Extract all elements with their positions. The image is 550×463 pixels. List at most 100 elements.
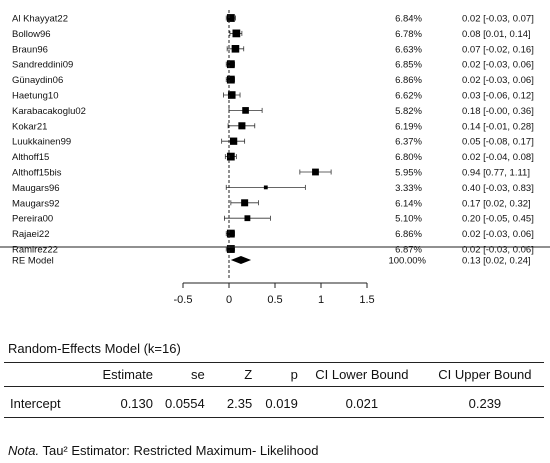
weight-label: 6.87% bbox=[395, 245, 422, 256]
point-estimate bbox=[226, 75, 235, 84]
weight-label: 5.82% bbox=[395, 106, 422, 117]
study-label: Günaydin06 bbox=[12, 75, 63, 86]
point-estimate bbox=[226, 229, 235, 238]
tick-label: 1 bbox=[318, 294, 324, 306]
ci-label: 0.08 [0.01, 0.14] bbox=[462, 29, 531, 40]
point-estimate bbox=[226, 14, 235, 22]
weight-label: 6.78% bbox=[395, 29, 422, 40]
ci-label: 0.07 [-0.02, 0.16] bbox=[462, 44, 534, 55]
weight-label: 6.86% bbox=[395, 229, 422, 240]
weight-label: 6.14% bbox=[395, 198, 422, 209]
study-row: Günaydin06 6.86% 0.02 [-0.03, 0.06] bbox=[12, 75, 534, 86]
header-ci-lower: CI Lower Bound bbox=[297, 362, 426, 387]
point-estimate bbox=[238, 122, 246, 130]
header-z: Z bbox=[204, 362, 253, 387]
study-row: Pereira00 5.10% 0.20 [-0.05, 0.45] bbox=[12, 214, 534, 225]
tick-label: -0.5 bbox=[174, 294, 193, 306]
study-row: Al Khayyat22 6.84% 0.02 [-0.03, 0.07] bbox=[12, 14, 534, 25]
study-label: Braun96 bbox=[12, 44, 48, 55]
tick-label: 0 bbox=[226, 294, 232, 306]
weight-label: 6.86% bbox=[395, 75, 422, 86]
summary-diamond bbox=[230, 256, 252, 264]
study-label: Pereira00 bbox=[12, 214, 53, 225]
point-estimate bbox=[227, 91, 236, 99]
point-estimate bbox=[232, 29, 241, 38]
weight-label: 6.37% bbox=[395, 137, 422, 148]
weight-label: 6.19% bbox=[395, 121, 422, 132]
point-estimate bbox=[244, 215, 251, 222]
point-estimate bbox=[231, 45, 240, 53]
study-label: Maugars96 bbox=[12, 183, 60, 194]
study-row: Ramirez22 6.87% 0.02 [-0.03, 0.06] bbox=[12, 245, 534, 256]
study-row: Rajaei22 6.86% 0.02 [-0.03, 0.06] bbox=[12, 229, 534, 240]
table-row: Intercept 0.130 0.0554 2.35 0.019 0.021 … bbox=[4, 386, 544, 418]
ci-label: 0.02 [-0.04, 0.08] bbox=[462, 152, 534, 163]
study-row: Althoff15 6.80% 0.02 [-0.04, 0.08] bbox=[12, 152, 534, 163]
study-row: Luukkainen99 6.37% 0.05 [-0.08, 0.17] bbox=[12, 137, 534, 148]
tick-label: 0.5 bbox=[267, 294, 282, 306]
note-prefix: Nota. bbox=[8, 443, 40, 458]
point-estimate bbox=[263, 185, 268, 190]
study-label: Karabacakoglu02 bbox=[12, 106, 86, 117]
ci-label: 0.03 [-0.06, 0.12] bbox=[462, 91, 534, 102]
point-estimate bbox=[312, 168, 319, 176]
header-se: se bbox=[153, 362, 205, 387]
study-label: Luukkainen99 bbox=[12, 137, 71, 148]
study-label: Al Khayyat22 bbox=[12, 14, 68, 25]
study-rows: Al Khayyat22 6.84% 0.02 [-0.03, 0.07] Bollo… bbox=[12, 14, 534, 256]
cell-term: Intercept bbox=[4, 386, 84, 418]
weight-label: 5.95% bbox=[395, 168, 422, 179]
weight-label: 6.85% bbox=[395, 60, 422, 71]
summary-row: RE Model 100.00% 0.13 [0.02, 0.24] bbox=[12, 256, 531, 267]
point-estimate bbox=[229, 137, 238, 145]
cell-ci-lower: 0.021 bbox=[297, 386, 426, 418]
tick-label: 1.5 bbox=[359, 294, 374, 306]
cell-se: 0.0554 bbox=[153, 386, 205, 418]
study-label: Althoff15 bbox=[12, 152, 49, 163]
ci-label: 0.05 [-0.08, 0.17] bbox=[462, 137, 534, 148]
ci-label: 0.14 [-0.01, 0.28] bbox=[462, 121, 534, 132]
summary-ci-label: 0.13 [0.02, 0.24] bbox=[462, 256, 531, 267]
study-label: Rajaei22 bbox=[12, 229, 50, 240]
summary-label: RE Model bbox=[12, 256, 54, 267]
weight-label: 6.84% bbox=[395, 14, 422, 25]
forest-plot: Al Khayyat22 6.84% 0.02 [-0.03, 0.07] Bollo… bbox=[0, 10, 550, 306]
point-estimate bbox=[226, 152, 235, 161]
cell-ci-upper: 0.239 bbox=[425, 386, 544, 418]
study-label: Althoff15bis bbox=[12, 168, 62, 179]
study-row: Althoff15bis 5.95% 0.94 [0.77, 1.11] bbox=[12, 168, 530, 179]
study-row: Karabacakoglu02 5.82% 0.18 [-0.00, 0.36] bbox=[12, 106, 534, 117]
study-row: Haetung10 6.62% 0.03 [-0.06, 0.12] bbox=[12, 91, 534, 102]
weight-label: 6.62% bbox=[395, 91, 422, 102]
study-label: Kokar21 bbox=[12, 121, 47, 132]
header-term bbox=[4, 362, 84, 387]
header-ci-upper: CI Upper Bound bbox=[425, 362, 544, 387]
point-estimate bbox=[242, 107, 249, 114]
ci-label: 0.02 [-0.03, 0.06] bbox=[462, 245, 534, 256]
weight-label: 6.63% bbox=[395, 44, 422, 55]
results-table: Estimate se Z p CI Lower Bound CI Upper … bbox=[4, 362, 544, 418]
study-row: Maugars96 3.33% 0.40 [-0.03, 0.83] bbox=[12, 183, 534, 194]
study-row: Kokar21 6.19% 0.14 [-0.01, 0.28] bbox=[12, 121, 534, 132]
table-note: Nota. Tau² Estimator: Restricted Maximum… bbox=[8, 443, 318, 458]
cell-z: 2.35 bbox=[204, 386, 253, 418]
table-title: Random-Effects Model (k=16) bbox=[8, 341, 181, 356]
ci-label: 0.02 [-0.03, 0.06] bbox=[462, 75, 534, 86]
ci-label: 0.02 [-0.03, 0.07] bbox=[462, 14, 534, 25]
point-estimate bbox=[226, 245, 235, 253]
weight-label: 5.10% bbox=[395, 214, 422, 225]
header-estimate: Estimate bbox=[83, 362, 154, 387]
study-label: Bollow96 bbox=[12, 29, 51, 40]
study-row: Braun96 6.63% 0.07 [-0.02, 0.16] bbox=[12, 44, 534, 55]
ci-label: 0.17 [0.02, 0.32] bbox=[462, 198, 531, 209]
study-row: Maugars92 6.14% 0.17 [0.02, 0.32] bbox=[12, 198, 531, 209]
cell-p: 0.019 bbox=[252, 386, 298, 418]
study-label: Sandreddini09 bbox=[12, 60, 73, 71]
study-label: Maugars92 bbox=[12, 198, 60, 209]
ci-label: 0.02 [-0.03, 0.06] bbox=[462, 229, 534, 240]
ci-label: 0.40 [-0.03, 0.83] bbox=[462, 183, 534, 194]
point-estimate bbox=[241, 199, 249, 207]
ci-label: 0.02 [-0.03, 0.06] bbox=[462, 60, 534, 71]
study-row: Bollow96 6.78% 0.08 [0.01, 0.14] bbox=[12, 29, 531, 40]
x-axis: -0.5 0 0.5 1 1.5 bbox=[174, 282, 375, 306]
